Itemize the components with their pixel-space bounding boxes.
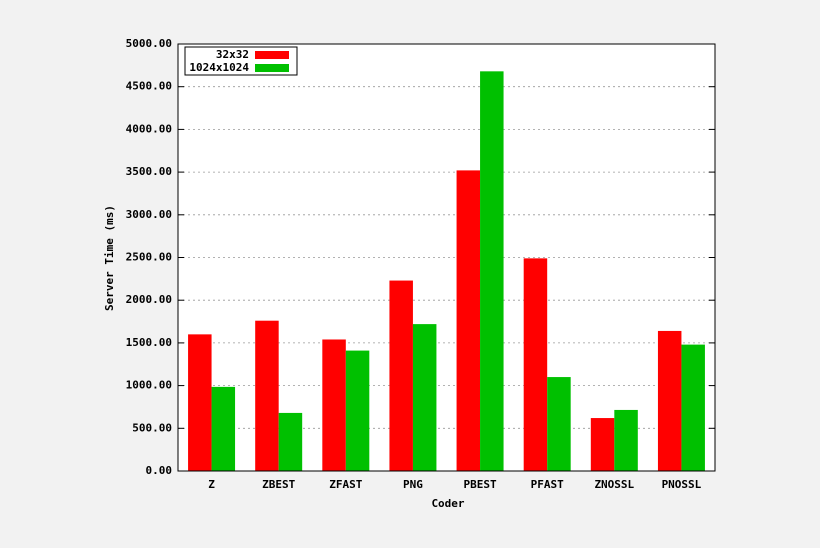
y-tick-label: 4000.00 [126,122,172,135]
bar [657,330,682,471]
y-tick-label: 2500.00 [126,251,172,264]
bar [345,350,370,471]
bar [255,320,279,471]
y-tick-label: 2000.00 [126,293,172,306]
y-tick-label: 1000.00 [126,379,172,392]
legend-label: 32x32 [216,48,249,61]
x-tick-label: Z [208,478,215,491]
y-tick-label: 3000.00 [126,208,172,221]
x-tick-label: ZBEST [262,478,295,491]
bar [590,418,615,471]
bar [480,71,504,471]
y-tick-label: 5000.00 [126,37,172,50]
bar [389,280,413,471]
bar [278,412,303,471]
y-tick-label: 4500.00 [126,80,172,93]
bar [614,409,638,471]
plot-frame [177,43,716,472]
y-axis-label: Server Time (ms) [103,205,116,311]
x-tick-label: ZNOSSL [594,478,634,491]
y-tick-label: 500.00 [132,421,172,434]
legend-label: 1024x1024 [189,61,249,74]
legend-swatch [255,64,289,72]
bar [211,386,236,471]
x-tick-label: ZFAST [329,478,362,491]
bar [547,377,571,471]
x-axis-label: Coder [431,497,464,510]
x-tick-label: PBEST [464,478,497,491]
bar [322,339,346,471]
y-tick-label: 1500.00 [126,336,172,349]
bar [681,344,705,471]
bar [412,324,437,471]
bar [523,258,548,471]
x-tick-label: PNOSSL [662,478,702,491]
legend-swatch [255,51,289,59]
x-tick-label: PNG [403,478,423,491]
y-tick-label: 0.00 [146,464,173,477]
bar [456,170,481,471]
x-tick-label: PFAST [531,478,564,491]
bar [188,334,212,471]
y-tick-label: 3500.00 [126,165,172,178]
